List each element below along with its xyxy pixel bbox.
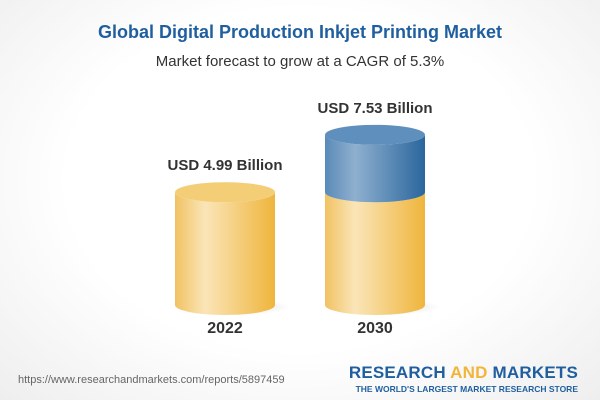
- logo-tagline: THE WORLD'S LARGEST MARKET RESEARCH STOR…: [355, 384, 578, 394]
- logo-markets: MARKETS: [492, 363, 578, 382]
- research-and-markets-logo: RESEARCH AND MARKETS THE WORLD'S LARGEST…: [349, 363, 578, 394]
- cylinder-base-2030-body: [325, 192, 425, 315]
- chart-subtitle: Market forecast to grow at a CAGR of 5.3…: [155, 53, 445, 70]
- data-label: USD 4.99 Billion: [167, 157, 282, 174]
- logo-and: AND: [450, 363, 488, 382]
- logo-research: RESEARCH: [348, 363, 446, 382]
- cylinder-2022-top: [175, 182, 275, 203]
- category-label: 2030: [357, 320, 393, 337]
- data-label: USD 7.53 Billion: [317, 100, 432, 117]
- cylinder-2022-body: [175, 192, 275, 315]
- category-label: 2022: [207, 320, 243, 337]
- cylinder-growth-2030-body: [325, 134, 425, 203]
- chart-title: Global Digital Production Inkjet Printin…: [97, 22, 503, 42]
- cylinder-growth-2030-top: [325, 124, 425, 145]
- source-url[interactable]: https://www.researchandmarkets.com/repor…: [18, 374, 285, 386]
